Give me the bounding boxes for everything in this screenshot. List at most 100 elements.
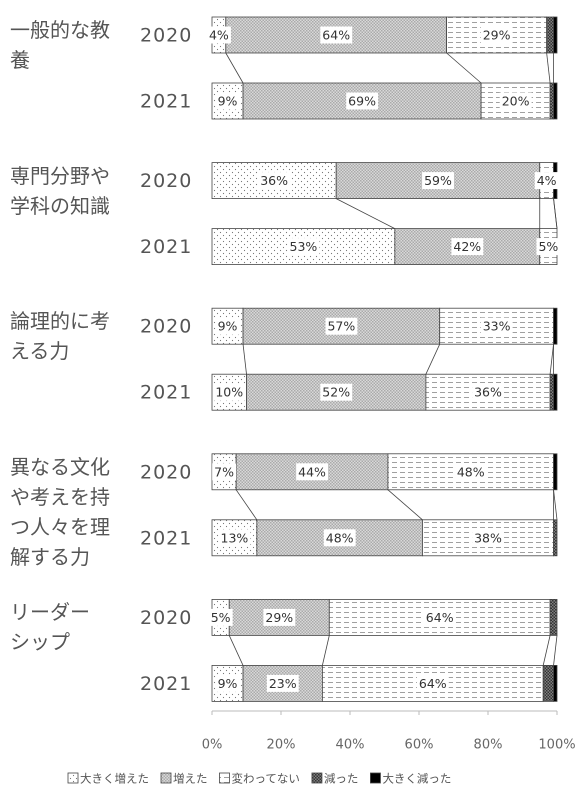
- label-bg: [325, 317, 358, 335]
- legend-label: 大きく増えた: [80, 772, 149, 786]
- connector: [553, 198, 558, 229]
- label-bg: [320, 383, 353, 401]
- data-label: 4%: [537, 173, 557, 188]
- data-label: 5%: [211, 610, 231, 625]
- year-label: 2021: [140, 91, 192, 113]
- legend-swatch: [219, 772, 230, 784]
- x-tick-label: 20%: [267, 738, 296, 753]
- data-label: 13%: [221, 530, 249, 545]
- year-label: 2021: [140, 382, 192, 404]
- legend-label: 変わってない: [232, 772, 300, 786]
- connector: [225, 52, 244, 84]
- group-label: 一般的な教 養: [10, 18, 110, 72]
- bar-segment: [553, 453, 558, 491]
- data-label: 4%: [209, 28, 229, 43]
- label-bg: [416, 674, 449, 692]
- bar-segment: [553, 665, 558, 702]
- group-label: リーダー シップ: [10, 600, 90, 655]
- legend-swatch: [311, 772, 323, 784]
- label-bg: [287, 238, 320, 256]
- bar-segment: [553, 82, 558, 120]
- label-bg: [422, 172, 454, 190]
- data-label: 9%: [218, 94, 238, 109]
- bar-segment: [549, 373, 554, 411]
- data-label: 38%: [474, 530, 502, 545]
- label-bg: [499, 92, 532, 110]
- label-bg: [263, 608, 296, 626]
- label-bg: [206, 26, 231, 44]
- legend-label: 減った: [324, 772, 359, 786]
- data-label: 64%: [322, 28, 350, 43]
- bar-segment: [549, 82, 554, 120]
- label-bg: [215, 674, 240, 692]
- data-label: 7%: [214, 464, 234, 479]
- data-label: 23%: [269, 676, 297, 691]
- year-label: 2021: [140, 236, 192, 258]
- label-bg: [320, 26, 353, 44]
- data-label: 64%: [426, 610, 454, 625]
- data-label: 42%: [453, 239, 481, 254]
- bar-segment: [553, 16, 558, 54]
- connector: [228, 635, 244, 666]
- label-bg: [534, 172, 559, 190]
- year-label: 2021: [140, 527, 192, 549]
- x-tick-label: 80%: [474, 738, 503, 753]
- connector: [425, 344, 441, 375]
- x-tick-label: 40%: [336, 738, 365, 753]
- data-label: 69%: [348, 94, 376, 109]
- data-label: 48%: [326, 530, 354, 545]
- label-bg: [296, 463, 329, 481]
- label-bg: [215, 92, 240, 110]
- year-label: 2020: [140, 316, 192, 338]
- bar-segment: [546, 16, 554, 54]
- label-bg: [451, 238, 484, 256]
- group-label: 異なる文化 や考えを持 つ人々を理 解する力: [10, 454, 110, 569]
- data-label: 20%: [502, 94, 530, 109]
- bar-segment: [553, 307, 558, 345]
- label-bg: [536, 238, 561, 256]
- connector: [446, 52, 482, 84]
- connector: [322, 635, 330, 666]
- connector: [542, 635, 551, 666]
- label-bg: [212, 463, 237, 481]
- year-label: 2020: [140, 25, 192, 47]
- label-bg: [266, 674, 299, 692]
- data-label: 53%: [290, 239, 318, 254]
- connector: [336, 198, 396, 229]
- legend-swatch: [67, 772, 79, 784]
- data-label: 52%: [322, 385, 350, 400]
- data-label: 33%: [483, 319, 511, 334]
- label-bg: [454, 463, 487, 481]
- data-label: 10%: [215, 385, 243, 400]
- data-label: 36%: [474, 385, 502, 400]
- data-label: 57%: [327, 319, 355, 334]
- connector: [553, 489, 558, 520]
- label-bg: [472, 529, 505, 547]
- label-bg: [323, 529, 356, 547]
- year-label: 2020: [140, 461, 192, 483]
- bar-segment: [553, 519, 558, 557]
- data-label: 29%: [265, 610, 293, 625]
- data-label: 48%: [457, 464, 485, 479]
- bar-segment: [549, 599, 558, 636]
- label-bg: [423, 608, 456, 626]
- data-label: 36%: [260, 173, 288, 188]
- x-tick-label: 60%: [405, 738, 434, 753]
- connector: [549, 344, 554, 375]
- data-label: 9%: [218, 319, 238, 334]
- legend-label: 大きく減った: [382, 772, 451, 786]
- data-label: 64%: [419, 676, 447, 691]
- connector: [387, 489, 423, 521]
- label-bg: [480, 26, 513, 44]
- data-label: 5%: [538, 239, 558, 254]
- connector: [235, 489, 258, 521]
- group-label: 論理的に考 える力: [10, 309, 110, 364]
- legend-swatch: [160, 772, 172, 784]
- legend-swatch: [370, 772, 381, 784]
- bar-segment: [542, 665, 554, 702]
- data-label: 59%: [424, 173, 452, 188]
- label-bg: [218, 529, 251, 547]
- connector: [546, 52, 551, 84]
